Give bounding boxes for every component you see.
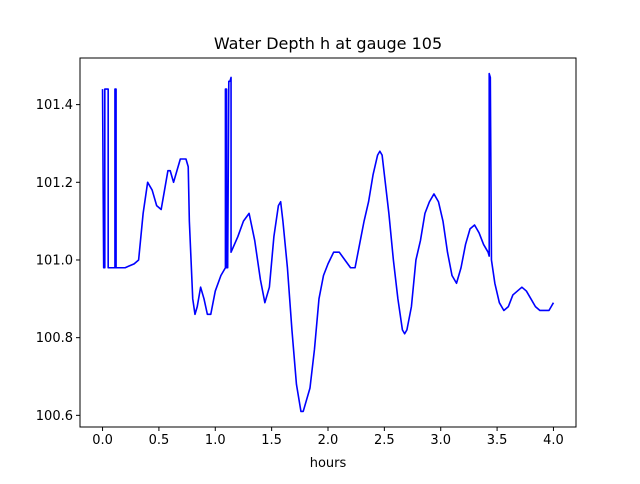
x-axis-label: hours [310,456,347,471]
y-tick-label: 100.6 [36,409,73,424]
x-tick-label: 1.0 [205,433,226,448]
x-tick-label: 2.0 [318,433,339,448]
y-tick-label: 101.4 [36,98,73,113]
x-tick-label: 0.5 [149,433,170,448]
y-tick-label: 101.0 [36,253,73,268]
x-tick-label: 1.5 [261,433,282,448]
x-tick-label: 4.0 [543,433,564,448]
axes-frame [79,57,577,428]
x-tick-label: 3.5 [487,433,508,448]
y-axis-ticks: 100.6 100.8 101.0 101.2 101.4 [36,98,80,424]
x-tick-label: 3.0 [430,433,451,448]
x-tick-label: 0.0 [92,433,113,448]
chart-title: Water Depth h at gauge 105 [214,34,442,53]
y-tick-label: 101.2 [36,176,73,191]
y-tick-label: 100.8 [36,331,73,346]
x-tick-label: 2.5 [374,433,395,448]
plot-area [101,72,555,413]
series-line-0 [101,72,555,413]
x-axis-ticks: 0.0 0.5 1.0 1.5 2.0 2.5 3.0 3.5 4.0 [92,427,564,448]
